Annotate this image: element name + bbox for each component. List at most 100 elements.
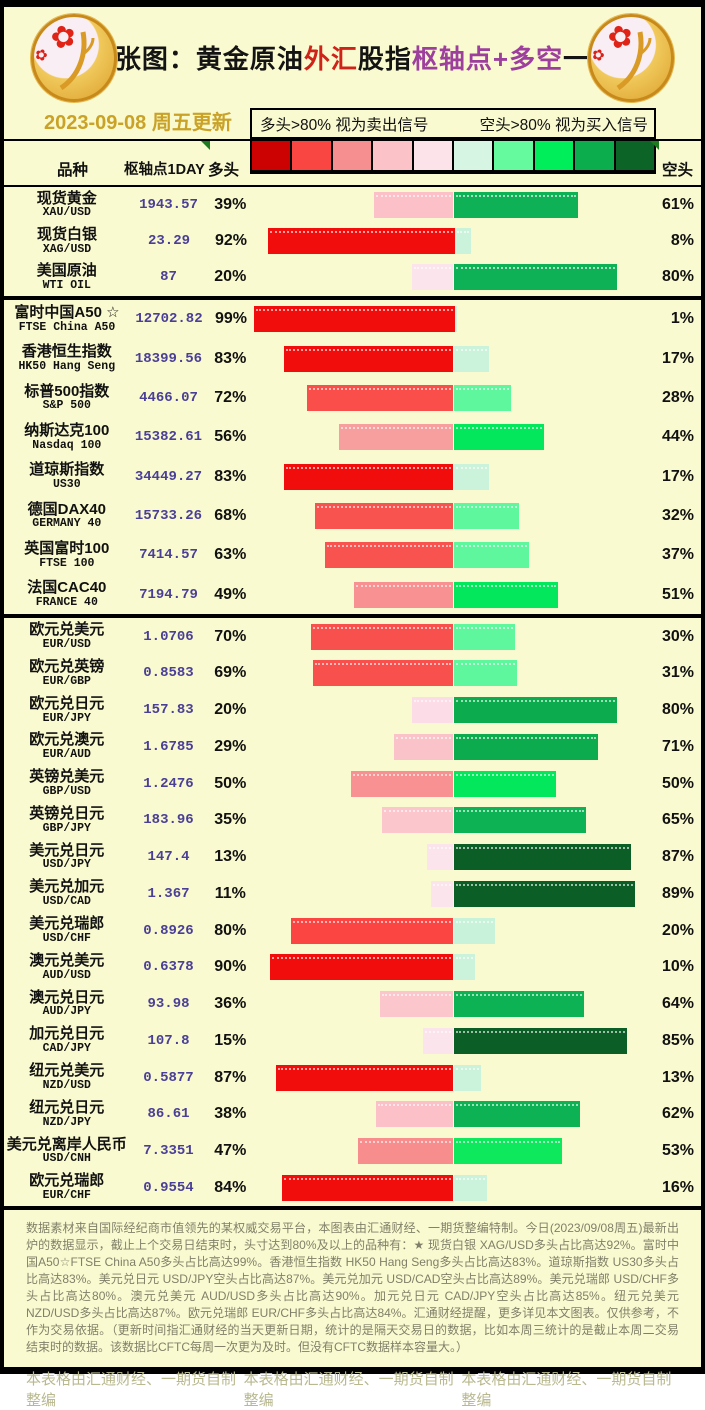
short-percent: 32% [661,506,694,524]
pivot-value: 7414.57 [139,547,198,564]
pivot-value: 0.8583 [143,665,194,682]
instrument-name-zh: 欧元兑日元 [29,694,105,712]
scale-swatch [371,141,412,170]
long-percent: 69% [214,664,247,682]
instrument-name-en: GERMANY 40 [32,517,102,531]
table-row: 澳元兑日元 AUD/JPY 93.98 36% 64% [4,986,701,1023]
instrument-name-zh: 香港恒生指数 [21,343,112,361]
instrument-name: 美元兑日元 USD/JPY [4,842,130,872]
sentiment-bars [253,839,662,876]
pivot-value: 4466.07 [139,389,198,406]
long-bar [412,697,453,724]
instrument-name-en: XAU/USD [42,206,91,220]
instrument-name-zh: 道琼斯指数 [29,461,105,479]
short-percent: 50% [661,774,694,792]
pivot-value: 15382.61 [134,429,203,446]
scale-swatch [532,141,574,170]
pivot-value: 87 [160,269,177,286]
table-section: 欧元兑美元 EUR/USD 1.0706 70% 30% 欧元兑英镑 EUR/G… [4,614,701,1206]
long-percent: 35% [214,811,247,829]
sentiment-bars [253,339,662,378]
update-date: 2023-09-08 周五更新 [44,112,232,134]
sentiment-bars [253,986,662,1023]
long-bar [357,1137,453,1164]
short-percent: 44% [661,428,694,446]
pivot-value: 0.8926 [143,922,194,939]
table-row: 现货白银 XAG/USD 23.29 92% 8% [4,223,701,259]
long-percent: 29% [214,737,247,755]
table-row: 纽元兑美元 NZD/USD 0.5877 87% 13% [4,1059,701,1096]
long-percent: 87% [214,1068,247,1086]
header: ✿ ✿ 一张图：黄金原油外汇股指枢轴点+多空一览 ✿ ✿ [4,7,701,108]
long-bar [325,542,453,569]
scale-swatch [252,141,291,170]
sentiment-bars [253,1022,662,1059]
short-percent: 87% [661,848,694,866]
instrument-name-en: FTSE China A50 [18,320,116,334]
instrument-name-zh: 标普500指数 [24,382,110,400]
short-percent: 53% [661,1141,694,1159]
instrument-name-zh: 现货黄金 [36,189,97,207]
pivot-value: 93.98 [147,996,190,1013]
instrument-name: 美元兑加元 USD/CAD [4,879,130,908]
column-variety: 品种 [57,162,89,179]
pivot-value: 0.6378 [143,959,194,976]
sentiment-bars [253,692,662,729]
instrument-name-zh: 现货白银 [36,225,97,243]
instrument-name-en: FRANCE 40 [35,596,98,609]
sentiment-bars [253,1096,662,1133]
pivot-value: 1943.57 [139,197,198,214]
long-percent: 47% [214,1141,247,1159]
short-bar [454,991,585,1018]
short-bar [454,1027,627,1054]
short-percent: 8% [670,232,694,250]
title-part: 外汇 [303,44,358,74]
gold-coin-icon: ✿ ✿ [588,14,674,102]
long-bar [381,807,453,834]
watermark-row: 本表格由汇通财经、一期货自制整编 本表格由汇通财经、一期货自制整编 本表格由汇通财经… [26,1368,679,1410]
long-bar [310,623,453,650]
sentiment-bars [253,378,662,417]
pivot-value: 1.0706 [143,628,194,645]
pivot-value: 1.6785 [143,738,194,755]
sentiment-bars [254,300,664,339]
short-bar [454,264,617,291]
instrument-name-zh: 欧元兑瑞郎 [29,1172,105,1190]
instrument-name-zh: 富时中国A50 ☆ [14,303,120,321]
long-percent: 83% [214,467,247,485]
pivot-value: 15733.26 [134,507,203,524]
instrument-name: 道琼斯指数 US30 [4,462,130,491]
table-row: 英国富时100 FTSE 100 7414.57 63% 37% [4,536,701,575]
watermark: 本表格由汇通财经、一期货自制整编 [461,1371,672,1409]
long-percent: 83% [214,349,247,367]
long-percent: 38% [214,1105,247,1123]
instrument-name-en: S&P 500 [42,399,91,413]
footnote-paragraph: 数据素材来自国际经纪商市值领先的某权威交易平台，本图表由汇通财经、一期货整编特制… [26,1221,679,1354]
short-bar [454,1064,481,1091]
instrument-name-zh: 欧元兑英镑 [29,658,105,676]
instrument-name-zh: 英镑兑美元 [29,768,105,786]
watermark: 本表格由汇通财经、一期货自制整编 [26,1371,237,1409]
short-bar [454,1101,581,1128]
instrument-name-en: USD/CAD [42,895,91,909]
long-bar [375,1101,453,1128]
short-bar [454,807,587,834]
instrument-name-en: USD/CHF [42,931,91,945]
instrument-name-zh: 美元兑加元 [29,878,105,896]
long-bar [339,424,453,451]
sentiment-bars [253,187,662,223]
long-bar [351,770,453,797]
instrument-name: 澳元兑美元 AUD/USD [4,953,130,982]
instrument-name-en: XAG/USD [42,242,92,256]
pivot-value: 23.29 [147,233,190,250]
scale-swatch [613,141,655,170]
long-percent: 39% [214,196,247,214]
sentiment-bars [253,618,662,655]
instrument-name-zh: 英镑兑日元 [29,804,105,822]
table-body: 现货黄金 XAU/USD 1943.57 39% 61% 现货白银 XAG/US… [4,185,701,1206]
scale-swatch [492,141,533,170]
instrument-name-zh: 美国原油 [36,262,97,280]
pivot-value: 157.83 [143,702,194,719]
short-bar [454,954,475,981]
instrument-name-zh: 欧元兑澳元 [29,731,105,749]
